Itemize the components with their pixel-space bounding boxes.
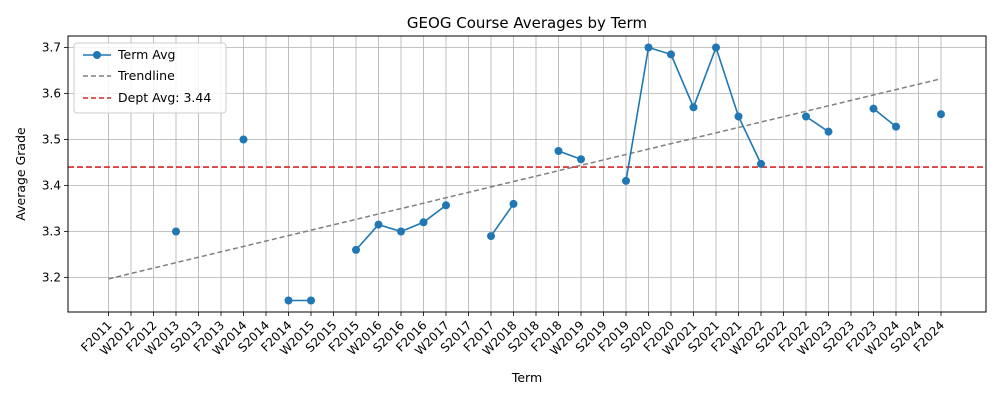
term-avg-point xyxy=(442,201,450,210)
legend: Term Avg Trendline Dept Avg: 3.44 xyxy=(73,42,227,114)
term-avg-point xyxy=(644,43,653,52)
y-tick-label: 3.4 xyxy=(42,179,61,193)
legend-box xyxy=(73,42,227,114)
trendline xyxy=(108,78,942,280)
term-avg-point xyxy=(509,199,518,208)
term-avg-point xyxy=(487,232,495,241)
term-avg-point xyxy=(689,103,698,112)
legend-term-avg-marker xyxy=(93,51,101,59)
term-avg-point xyxy=(577,155,585,164)
term-avg-point xyxy=(284,296,293,305)
term-avg-point xyxy=(622,176,630,185)
plot-area xyxy=(68,43,986,305)
y-axis-label: Average Grade xyxy=(13,127,28,221)
term-avg-point xyxy=(667,50,675,59)
x-axis-label: Term xyxy=(511,370,542,385)
term-avg-point xyxy=(419,218,428,227)
y-axis: 3.2 3.3 3.4 3.5 3.6 3.7 xyxy=(42,41,68,285)
term-avg-point xyxy=(802,112,810,121)
term-avg-point xyxy=(239,135,248,144)
y-tick-label: 3.7 xyxy=(42,41,61,55)
term-avg-point xyxy=(734,112,743,121)
y-tick-label: 3.5 xyxy=(42,133,61,147)
x-axis: F2011W2012F2012W2013S2013F2013W2014S2014… xyxy=(78,312,947,358)
legend-dept-avg-label: Dept Avg: 3.44 xyxy=(118,90,211,105)
chart-title: GEOG Course Averages by Term xyxy=(407,14,647,32)
term-avg-point xyxy=(352,245,360,254)
term-avg-line-segment xyxy=(873,108,897,128)
plot-frame xyxy=(67,35,987,313)
term-avg-point xyxy=(869,104,878,113)
term-avg-point xyxy=(172,227,180,236)
legend-term-avg-label: Term Avg xyxy=(117,47,175,62)
term-avg-line-segment xyxy=(490,203,515,237)
term-avg-point xyxy=(554,147,563,155)
y-tick-label: 3.2 xyxy=(42,271,61,285)
term-avg-point xyxy=(374,220,383,229)
term-avg-point xyxy=(892,122,900,131)
term-avg-line-segment xyxy=(805,115,829,133)
term-avg-point xyxy=(307,296,315,305)
term-avg-point xyxy=(397,227,405,236)
term-avg-point xyxy=(824,127,833,136)
y-tick-label: 3.6 xyxy=(42,87,61,101)
term-avg-point xyxy=(937,110,945,119)
term-avg-point xyxy=(712,43,720,52)
term-avg-point xyxy=(757,159,765,168)
y-tick-label: 3.3 xyxy=(42,225,61,239)
legend-trendline-label: Trendline xyxy=(117,68,175,83)
